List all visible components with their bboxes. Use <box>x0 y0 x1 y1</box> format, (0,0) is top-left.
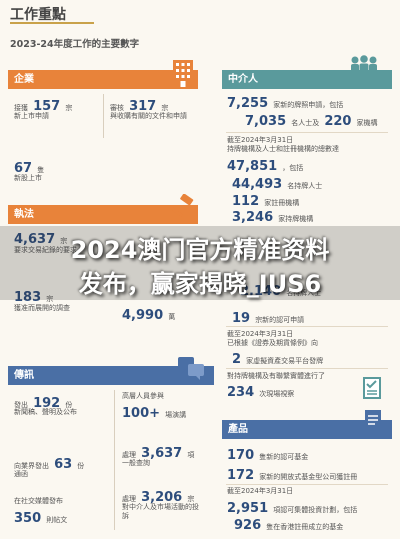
page-title: 工作重點 <box>10 7 66 23</box>
people-group-icon <box>348 54 380 84</box>
enforcement-item-investigations-desc: 獲准而展開的調查 <box>14 304 70 312</box>
communications-social-prefix: 在社交媒體發布 <box>14 497 63 505</box>
products-divider <box>226 484 388 485</box>
intermediaries-item-licence-applications: 7,255 家新的牌照申請，包括 <box>227 96 344 111</box>
communications-complaints-desc: 對中介人及市場活動的投訴 <box>122 503 199 520</box>
office-building-icon <box>170 58 196 92</box>
communications-circulars-desc: 通函 <box>14 470 28 478</box>
communications-item-press-releases: 發出 192 份 <box>14 396 73 411</box>
title-underline <box>10 22 94 24</box>
intermediaries-divider-1 <box>226 132 388 133</box>
intermediaries-as-at-date-2: 截至2024年3月31日 <box>227 330 294 338</box>
communications-item-social-posts: 350 則帖文 <box>14 511 68 526</box>
page-subtitle: 2023-24年度工作的主要數字 <box>10 39 140 50</box>
enforcement-item-amount: 4,990 萬 <box>122 308 176 323</box>
intermediaries-item-recognition: 19 宗新的認可申請 <box>232 311 305 326</box>
intermediaries-item-registered: 112 家註冊機構 <box>232 194 300 209</box>
intermediaries-header-label: 中介人 <box>228 74 258 85</box>
enforcement-item-investigations: 183 宗 <box>14 290 54 305</box>
intermediaries-item-licensed-persons: 44,493 名持牌人士 <box>232 177 323 192</box>
products-item-authorised-funds: 170 隻新的認可基金 <box>227 448 309 463</box>
intermediaries-divider-2 <box>226 326 388 327</box>
enforcement-header: 執法 <box>8 205 198 224</box>
products-item-hk-funds: 926 隻在香港註冊成立的基金 <box>234 518 344 533</box>
enterprise-item-takeover-docs: 審核 317 宗 <box>110 99 169 114</box>
intermediaries-item-total: 47,851 ，包括 <box>227 159 304 174</box>
enforcement-item-trading-desc: 要求交易紀錄的要求 <box>14 246 77 254</box>
communications-item-speeches: 100+ 場演講 <box>122 406 187 421</box>
communications-press-desc: 新聞稿、聲明及公布 <box>14 408 77 416</box>
overlay-banner <box>0 226 400 300</box>
products-header: 產品 <box>222 420 392 439</box>
communications-header: 傳訊 <box>8 366 214 385</box>
communications-divider <box>114 390 115 530</box>
products-as-at-date: 截至2024年3月31日 <box>227 487 294 495</box>
document-check-icon <box>362 408 384 438</box>
enterprise-item-takeover-desc: 與收購有關的文件和申請 <box>110 112 187 120</box>
communications-enquiries-desc: 一般查詢 <box>122 459 150 467</box>
enforcement-item-trading-records: 4,637 宗 <box>14 232 68 247</box>
overlay-line-1: 2024澳门官方精准资料 <box>70 236 330 264</box>
gavel-icon <box>170 193 198 224</box>
enterprise-header: 企業 <box>8 70 198 89</box>
intermediaries-item-licensed-firms: 3,246 家持牌機構 <box>232 210 314 225</box>
intermediaries-as-at-date: 截至2024年3月31日 <box>227 136 294 144</box>
products-item-ofcs: 172 家新的開放式基金型公司獲註冊 <box>227 468 358 483</box>
enterprise-divider <box>103 94 104 138</box>
intermediaries-item-individuals-firms: 7,035 名人士及 220 家機構 <box>245 114 378 129</box>
overlay-line-2: 发布，赢家揭晓_IUS6 <box>78 270 322 298</box>
enterprise-item-new-listings-desc: 新股上市 <box>14 174 42 182</box>
communications-item-circulars: 向業界發出 63 份 <box>14 457 85 472</box>
enterprise-item-new-listing-applications: 接獲 157 宗 <box>14 99 73 114</box>
enforcement-header-label: 執法 <box>14 209 34 220</box>
intermediaries-header: 中介人 <box>222 70 392 89</box>
products-item-schemes: 2,951 項認可集體投資計劃，包括 <box>227 501 358 516</box>
intermediaries-vatp-desc: 已根據《證券及期貨條例》向 <box>227 339 318 347</box>
communications-header-label: 傳訊 <box>14 370 34 381</box>
intermediaries-item-inspections: 234 次現場視察 <box>227 385 295 400</box>
communications-item-complaints: 處理 3,206 宗 <box>122 490 195 505</box>
checklist-icon <box>362 376 384 404</box>
enterprise-item-new-listing-desc: 新上市申請 <box>14 112 49 120</box>
enterprise-item-new-listings: 67 隻 <box>14 161 45 176</box>
intermediaries-item-vatp: 2 家虛擬資產交易平台發牌 <box>232 352 324 367</box>
intermediaries-inspections-desc: 對持牌機構及有聯繫實體進行了 <box>227 372 325 380</box>
enterprise-header-label: 企業 <box>14 74 34 85</box>
chat-bubbles-icon <box>176 355 206 385</box>
intermediaries-total-desc: 持牌機構及人士和註冊機構的總數達 <box>227 145 339 153</box>
communications-item-enquiries: 處理 3,637 項 <box>122 446 195 461</box>
communications-speeches-desc: 高層人員參與 <box>122 392 164 400</box>
intermediaries-divider-3 <box>226 368 388 369</box>
intermediaries-item-persons-2: 2,140 名持牌人士 <box>240 284 322 299</box>
products-header-label: 產品 <box>228 424 248 435</box>
